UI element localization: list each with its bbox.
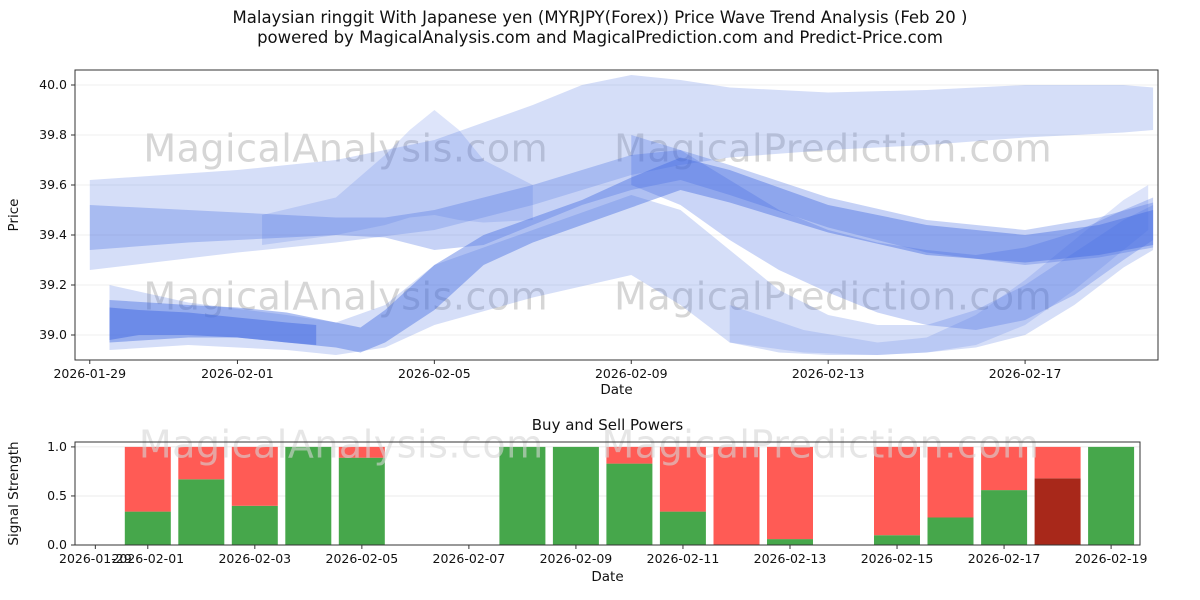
price-x-tick-label: 2026-02-13 — [792, 366, 865, 381]
buy-bar-segment — [874, 535, 920, 545]
buy-bar-segment — [606, 463, 653, 545]
price-y-tick-label: 39.4 — [39, 227, 67, 242]
price-y-tick-label: 40.0 — [39, 77, 67, 92]
trend-band — [109, 195, 1154, 355]
strong_sell-bar-segment — [1034, 478, 1081, 545]
watermark-text: MagicalPrediction.com — [614, 275, 1052, 319]
buy-sell-power-chart: MagicalAnalysis.com MagicalPrediction.com… — [6, 416, 1148, 585]
buy-bar-segment — [499, 446, 546, 545]
buy-bar-segment — [927, 517, 974, 545]
buy-bar-segment — [338, 457, 385, 545]
power-x-tick-label: 2026-02-03 — [218, 551, 291, 566]
sell-bar-segment — [981, 446, 1028, 491]
plot-frame — [74, 69, 1159, 361]
price-x-tick-label: 2026-02-01 — [201, 366, 274, 381]
buy-bar-segment — [552, 446, 599, 545]
sell-bar-segment — [1034, 446, 1081, 479]
plot-frame — [74, 441, 1141, 546]
sell-bar-segment — [927, 446, 974, 518]
sell-bar-segment — [767, 446, 813, 540]
price-y-tick-label: 39.6 — [39, 177, 67, 192]
power-x-tick-label: 2026-02-07 — [433, 551, 506, 566]
figure-title-line1: Malaysian ringgit With Japanese yen (MYR… — [232, 8, 968, 27]
trend-band — [109, 307, 317, 345]
power-y-axis-label: Signal Strength — [6, 441, 22, 545]
price-x-tick-label: 2026-02-17 — [989, 366, 1062, 381]
price-y-tick-label: 39.2 — [39, 277, 67, 292]
power-x-tick-label: 2026-02-05 — [326, 551, 399, 566]
figure-title: Malaysian ringgit With Japanese yen (MYR… — [0, 0, 1200, 48]
power-x-tick-label: 2026-02-13 — [754, 551, 827, 566]
buy-bar-segment — [231, 505, 278, 545]
trend-band — [89, 75, 1154, 270]
price-x-tick-label: 2026-01-29 — [53, 366, 126, 381]
power-x-tick-label: 2026-02-01 — [111, 551, 184, 566]
trend-band — [729, 185, 1149, 355]
buy-bar-segment — [285, 446, 332, 545]
power-x-tick-label: 2026-02-17 — [968, 551, 1041, 566]
buy-bar-segment — [1088, 446, 1135, 545]
figure-title-line2: powered by MagicalAnalysis.com and Magic… — [257, 28, 943, 47]
trend-band — [89, 150, 1154, 265]
price-x-tick-label: 2026-02-09 — [595, 366, 668, 381]
power-x-tick-label: 2026-02-11 — [647, 551, 720, 566]
sell-bar-segment — [231, 446, 278, 506]
power-y-tick-label: 1.0 — [47, 439, 67, 454]
watermark-text: MagicalAnalysis.com — [143, 275, 548, 319]
power-x-axis-label: Date — [591, 569, 623, 585]
power-chart-title: Buy and Sell Powers — [532, 416, 684, 434]
watermark-text: MagicalPrediction.com — [614, 127, 1052, 171]
sell-bar-segment — [874, 446, 920, 536]
sell-bar-segment — [178, 446, 225, 480]
trend-band — [631, 135, 1154, 330]
price-x-axis-label: Date — [600, 382, 632, 398]
watermark-text: MagicalAnalysis.com — [143, 127, 548, 171]
price-y-tick-label: 39.0 — [39, 327, 67, 342]
buy-bar-segment — [124, 511, 171, 545]
price-x-tick-label: 2026-02-05 — [398, 366, 471, 381]
sell-bar-segment — [606, 446, 653, 464]
buy-bar-segment — [981, 490, 1028, 545]
power-x-tick-label: 2026-02-15 — [861, 551, 934, 566]
power-y-tick-label: 0.0 — [47, 537, 67, 552]
price-y-tick-label: 39.8 — [39, 127, 67, 142]
power-x-tick-label: 2026-02-19 — [1075, 551, 1148, 566]
watermark-text: MagicalPrediction.com — [602, 423, 1040, 467]
sell-bar-segment — [659, 446, 706, 512]
trend-band — [262, 110, 533, 245]
price-trend-chart: MagicalAnalysis.com MagicalPrediction.com… — [6, 69, 1159, 398]
price-y-axis-label: Price — [6, 199, 22, 232]
sell-bar-segment — [124, 446, 171, 512]
buy-bar-segment — [178, 479, 225, 545]
buy-bar-segment — [659, 511, 706, 545]
sell-bar-segment — [338, 446, 385, 458]
power-x-tick-label: 2026-01-29 — [59, 551, 132, 566]
watermark-text: MagicalAnalysis.com — [139, 423, 544, 467]
buy-bar-segment — [767, 539, 813, 545]
power-x-tick-label: 2026-02-09 — [540, 551, 613, 566]
sell-bar-segment — [713, 446, 760, 545]
power-y-tick-label: 0.5 — [47, 488, 67, 503]
